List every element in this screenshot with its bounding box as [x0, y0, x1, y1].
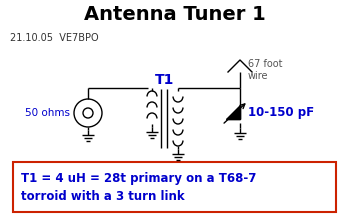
- Text: 21.10.05  VE7BPO: 21.10.05 VE7BPO: [10, 33, 99, 43]
- Text: 10-150 pF: 10-150 pF: [248, 105, 314, 119]
- Text: Antenna Tuner 1: Antenna Tuner 1: [84, 4, 266, 24]
- Text: T1 = 4 uH = 28t primary on a T68-7
torroid with a 3 turn link: T1 = 4 uH = 28t primary on a T68-7 torro…: [21, 172, 256, 202]
- Text: 50 ohms: 50 ohms: [25, 108, 70, 118]
- FancyBboxPatch shape: [13, 162, 336, 212]
- Text: T1: T1: [155, 73, 175, 87]
- Text: 67 foot
wire: 67 foot wire: [248, 59, 282, 81]
- Polygon shape: [226, 105, 240, 119]
